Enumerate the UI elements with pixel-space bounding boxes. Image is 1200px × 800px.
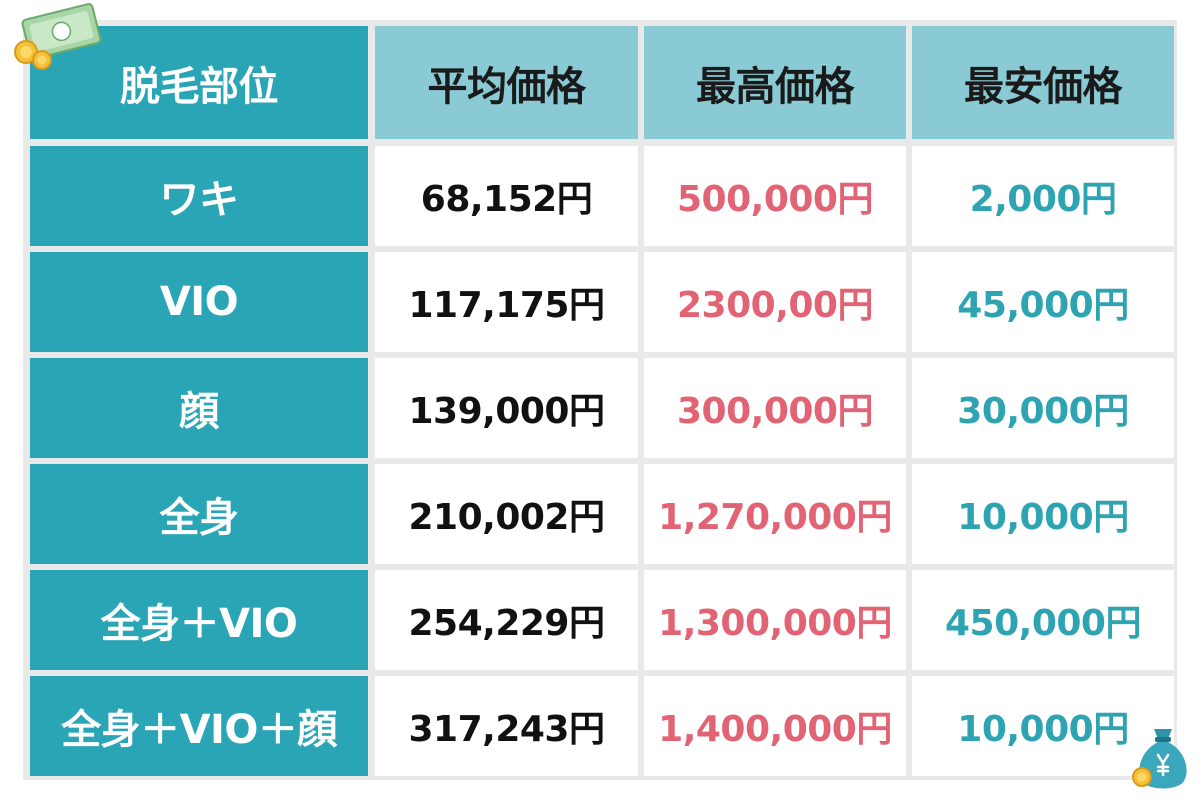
row-header: 全身＋VIO — [30, 570, 368, 670]
min-price-cell: 2,000円 — [912, 146, 1174, 246]
max-price-cell: 500,000円 — [644, 146, 906, 246]
row-header: 顔 — [30, 358, 368, 458]
money-bag-icon — [1132, 729, 1187, 789]
corner-header: 脱毛部位 — [30, 26, 368, 139]
column-header-average: 平均価格 — [375, 26, 638, 139]
min-price-cell: 30,000円 — [912, 358, 1174, 458]
average-price-cell: 68,152円 — [375, 146, 638, 246]
average-price-cell: 317,243円 — [375, 676, 638, 776]
row-header: 全身＋VIO＋顔 — [30, 676, 368, 776]
max-price-cell: 2300,00円 — [644, 252, 906, 352]
average-price-cell: 139,000円 — [375, 358, 638, 458]
average-price-cell: 254,229円 — [375, 570, 638, 670]
min-price-cell: 10,000円 — [912, 676, 1174, 776]
row-header: ワキ — [30, 146, 368, 246]
min-price-cell: 450,000円 — [912, 570, 1174, 670]
column-header-max: 最高価格 — [644, 26, 906, 139]
min-price-cell: 10,000円 — [912, 464, 1174, 564]
max-price-cell: 1,300,000円 — [644, 570, 906, 670]
max-price-cell: 1,400,000円 — [644, 676, 906, 776]
min-price-cell: 45,000円 — [912, 252, 1174, 352]
average-price-cell: 210,002円 — [375, 464, 638, 564]
money-bill-coins-icon — [14, 3, 102, 70]
row-header: 全身 — [30, 464, 368, 564]
max-price-cell: 1,270,000円 — [644, 464, 906, 564]
max-price-cell: 300,000円 — [644, 358, 906, 458]
price-table: 脱毛部位 平均価格 最高価格 最安価格 ワキ 68,152円 500,000円 … — [23, 20, 1177, 780]
average-price-cell: 117,175円 — [375, 252, 638, 352]
row-header: VIO — [30, 252, 368, 352]
column-header-min: 最安価格 — [912, 26, 1174, 139]
